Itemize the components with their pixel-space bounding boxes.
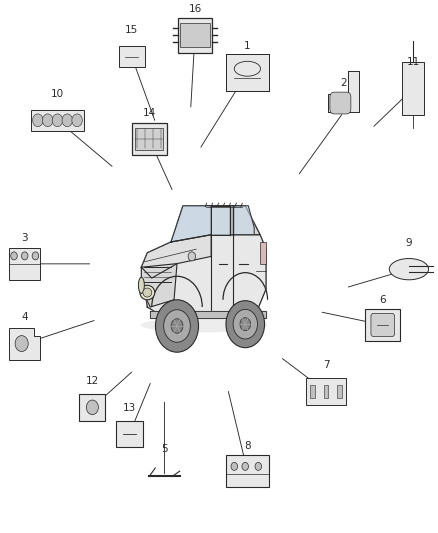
Text: 10: 10 (51, 89, 64, 99)
Bar (324, 385, 328, 398)
Polygon shape (10, 248, 40, 280)
Polygon shape (306, 378, 346, 405)
Ellipse shape (234, 61, 261, 76)
Polygon shape (233, 206, 254, 235)
Polygon shape (132, 123, 166, 155)
Text: 7: 7 (323, 360, 329, 370)
Text: 3: 3 (21, 232, 28, 243)
Circle shape (155, 300, 198, 352)
Circle shape (21, 252, 28, 260)
Polygon shape (31, 110, 84, 131)
Circle shape (86, 400, 99, 415)
Polygon shape (150, 311, 266, 318)
Polygon shape (365, 309, 400, 341)
Circle shape (42, 114, 53, 127)
Circle shape (52, 114, 63, 127)
Polygon shape (328, 71, 359, 112)
Circle shape (72, 114, 82, 127)
Text: 9: 9 (406, 238, 412, 248)
Polygon shape (226, 54, 269, 91)
Circle shape (62, 114, 73, 127)
Text: 4: 4 (21, 312, 28, 322)
Polygon shape (79, 394, 106, 421)
Text: 5: 5 (161, 443, 168, 454)
Ellipse shape (141, 318, 267, 332)
Ellipse shape (138, 277, 145, 294)
Circle shape (188, 252, 195, 261)
Polygon shape (141, 264, 177, 307)
Polygon shape (226, 455, 269, 487)
Circle shape (240, 318, 251, 330)
Polygon shape (177, 18, 212, 53)
Ellipse shape (389, 259, 428, 280)
Circle shape (255, 463, 261, 471)
Circle shape (32, 252, 39, 260)
Polygon shape (180, 23, 210, 47)
Ellipse shape (143, 288, 152, 297)
Polygon shape (10, 328, 40, 360)
Circle shape (164, 310, 191, 342)
Text: 11: 11 (406, 57, 420, 67)
Text: 1: 1 (244, 41, 251, 51)
Text: 14: 14 (142, 108, 156, 118)
Polygon shape (135, 128, 163, 150)
Text: 8: 8 (244, 441, 251, 451)
Text: 16: 16 (188, 4, 201, 14)
Circle shape (11, 252, 17, 260)
Circle shape (226, 301, 265, 348)
Polygon shape (171, 206, 260, 242)
Bar (310, 385, 314, 398)
Polygon shape (403, 62, 424, 115)
FancyBboxPatch shape (371, 313, 395, 336)
Circle shape (15, 336, 28, 352)
Circle shape (233, 309, 258, 339)
Polygon shape (211, 206, 230, 235)
Bar (337, 385, 342, 398)
Circle shape (32, 114, 43, 127)
FancyBboxPatch shape (330, 92, 351, 114)
Polygon shape (141, 235, 211, 278)
Circle shape (242, 463, 248, 471)
Polygon shape (141, 235, 266, 314)
Text: 12: 12 (86, 376, 99, 386)
Circle shape (171, 319, 183, 333)
Polygon shape (119, 46, 145, 67)
Polygon shape (117, 421, 143, 447)
Polygon shape (171, 206, 211, 242)
Text: 13: 13 (123, 403, 136, 413)
Text: 15: 15 (125, 25, 138, 35)
Text: 2: 2 (340, 78, 347, 88)
Circle shape (231, 463, 237, 471)
Ellipse shape (140, 285, 155, 300)
Polygon shape (260, 242, 266, 264)
Text: 6: 6 (379, 295, 386, 305)
